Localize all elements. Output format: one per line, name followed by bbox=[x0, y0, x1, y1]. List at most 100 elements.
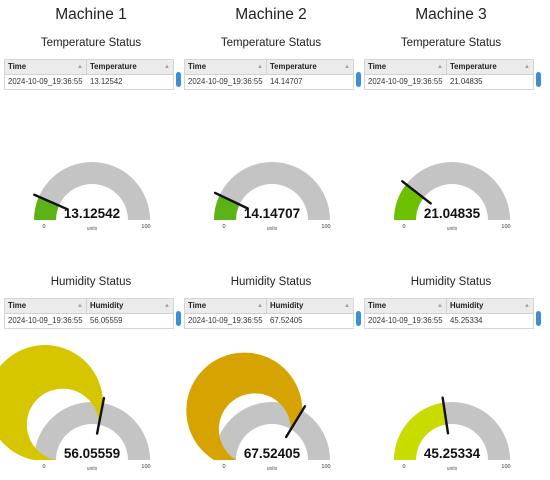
time-column-header[interactable]: Time ▲ bbox=[365, 60, 447, 74]
gauge-needle bbox=[441, 396, 450, 435]
scrollbar-handle[interactable] bbox=[536, 311, 541, 326]
sort-icon: ▲ bbox=[77, 303, 83, 309]
temperature-section-title: Temperature Status bbox=[220, 37, 322, 49]
gauge-value-label: 45.25334 bbox=[424, 446, 481, 461]
gauge-fill bbox=[214, 195, 240, 220]
gauge-max-label: 100 bbox=[321, 224, 330, 230]
scrollbar-handle[interactable] bbox=[536, 72, 541, 87]
gauge-value-label: 13.12542 bbox=[64, 206, 120, 221]
temperature-section-title: Temperature Status bbox=[40, 37, 142, 49]
scrollbar-handle[interactable] bbox=[356, 311, 361, 326]
machine-title: Machine 2 bbox=[235, 6, 307, 23]
gauge-max-label: 100 bbox=[141, 464, 150, 470]
table-row: 2024-10-09_19:36:55 14.14707 bbox=[185, 75, 353, 89]
gauge-needle bbox=[401, 180, 432, 205]
gauge-needle bbox=[95, 396, 106, 435]
machine-title: Machine 3 bbox=[415, 6, 487, 23]
gauge-max-label: 100 bbox=[501, 464, 510, 470]
time-column-header[interactable]: Time ▲ bbox=[365, 299, 447, 313]
time-cell: 2024-10-09_19:36:55 bbox=[8, 316, 83, 325]
time-column-header[interactable]: Time ▲ bbox=[185, 60, 267, 74]
time-cell: 2024-10-09_19:36:55 bbox=[188, 316, 263, 325]
sort-icon: ▲ bbox=[524, 303, 530, 309]
table-header: Time ▲ Temperature ▲ bbox=[185, 60, 353, 75]
humidity-column-header[interactable]: Humidity ▲ bbox=[87, 299, 173, 313]
gauge-track bbox=[214, 162, 330, 220]
time-column-header[interactable]: Time ▲ bbox=[185, 299, 267, 313]
humidity-gauge: 67.52405 0 100 units bbox=[186, 352, 331, 472]
gauge-max-label: 100 bbox=[321, 464, 330, 470]
gauge-unit-label: units bbox=[267, 226, 278, 232]
gauge-min-label: 0 bbox=[222, 224, 225, 230]
time-cell: 2024-10-09_19:36:55 bbox=[188, 77, 263, 86]
gauge-min-label: 0 bbox=[402, 224, 405, 230]
humidity-table: Time ▲ Humidity ▲ 2024-10-09_19:36:55 67.5… bbox=[184, 298, 354, 329]
sort-icon: ▲ bbox=[257, 64, 263, 70]
table-row: 2024-10-09_19:36:55 56.05559 bbox=[5, 314, 173, 328]
table-header: Time ▲ Temperature ▲ bbox=[365, 60, 533, 75]
gauge-min-label: 0 bbox=[42, 224, 45, 230]
gauge-unit-label: units bbox=[447, 466, 458, 472]
gauge-unit-label: units bbox=[267, 466, 278, 472]
table-header: Time ▲ Temperature ▲ bbox=[5, 60, 173, 75]
scrollbar-handle[interactable] bbox=[356, 72, 361, 87]
temperature-column-header[interactable]: Temperature ▲ bbox=[87, 60, 173, 74]
temperature-gauge: 13.12542 0 100 units bbox=[33, 162, 151, 232]
gauge-value-label: 21.04835 bbox=[424, 206, 481, 221]
temperature-cell: 21.04835 bbox=[450, 77, 483, 86]
sort-icon: ▲ bbox=[344, 303, 350, 309]
sort-icon: ▲ bbox=[164, 64, 170, 70]
temperature-column-header[interactable]: Temperature ▲ bbox=[447, 60, 533, 74]
time-cell: 2024-10-09_19:36:55 bbox=[368, 77, 443, 86]
gauge-max-label: 100 bbox=[501, 224, 510, 230]
sort-icon: ▲ bbox=[524, 64, 530, 70]
scrollbar-handle[interactable] bbox=[176, 311, 181, 326]
gauge-needle bbox=[213, 191, 249, 210]
temperature-cell: 13.12542 bbox=[90, 77, 123, 86]
sort-icon: ▲ bbox=[257, 303, 263, 309]
temperature-table: Time ▲ Temperature ▲ 2024-10-09_19:36:55 1… bbox=[184, 59, 354, 90]
humidity-gauge: 56.05559 0 100 units bbox=[0, 345, 151, 472]
humidity-cell: 56.05559 bbox=[90, 316, 123, 325]
humidity-column-header[interactable]: Humidity ▲ bbox=[447, 299, 533, 313]
sort-icon: ▲ bbox=[344, 64, 350, 70]
time-cell: 2024-10-09_19:36:55 bbox=[368, 316, 443, 325]
temperature-table: Time ▲ Temperature ▲ 2024-10-09_19:36:55 1… bbox=[4, 59, 174, 90]
gauge-fill bbox=[186, 352, 303, 460]
sort-icon: ▲ bbox=[164, 303, 170, 309]
temperature-column-header[interactable]: Temperature ▲ bbox=[267, 60, 353, 74]
temperature-section-title: Temperature Status bbox=[400, 37, 502, 49]
gauge-value-label: 67.52405 bbox=[244, 446, 301, 461]
gauge-unit-label: units bbox=[87, 226, 98, 232]
table-header: Time ▲ Humidity ▲ bbox=[185, 299, 353, 314]
humidity-section-title: Humidity Status bbox=[230, 276, 312, 288]
table-row: 2024-10-09_19:36:55 45.25334 bbox=[365, 314, 533, 328]
table-header: Time ▲ Humidity ▲ bbox=[5, 299, 173, 314]
temperature-gauge: 14.14707 0 100 units bbox=[213, 162, 331, 232]
gauge-track bbox=[34, 162, 150, 220]
gauge-fill bbox=[0, 345, 103, 460]
gauge-max-label: 100 bbox=[141, 224, 150, 230]
machine-title: Machine 1 bbox=[55, 6, 127, 23]
humidity-column-header[interactable]: Humidity ▲ bbox=[267, 299, 353, 313]
gauge-min-label: 0 bbox=[222, 464, 225, 470]
table-header: Time ▲ Humidity ▲ bbox=[365, 299, 533, 314]
time-cell: 2024-10-09_19:36:55 bbox=[8, 77, 83, 86]
gauge-track bbox=[394, 162, 510, 220]
gauge-fill bbox=[394, 402, 447, 460]
humidity-gauge: 45.25334 0 100 units bbox=[394, 396, 511, 472]
temperature-cell: 14.14707 bbox=[270, 77, 303, 86]
scrollbar-handle[interactable] bbox=[176, 72, 181, 87]
humidity-table: Time ▲ Humidity ▲ 2024-10-09_19:36:55 56.0… bbox=[4, 298, 174, 329]
table-row: 2024-10-09_19:36:55 67.52405 bbox=[185, 314, 353, 328]
sort-icon: ▲ bbox=[437, 303, 443, 309]
gauge-min-label: 0 bbox=[402, 464, 405, 470]
gauge-track bbox=[214, 402, 330, 460]
gauge-unit-label: units bbox=[87, 466, 98, 472]
gauge-value-label: 14.14707 bbox=[244, 206, 300, 221]
table-row: 2024-10-09_19:36:55 13.12542 bbox=[5, 75, 173, 89]
gauge-fill bbox=[34, 196, 60, 220]
gauge-unit-label: units bbox=[447, 226, 458, 232]
time-column-header[interactable]: Time ▲ bbox=[5, 60, 87, 74]
time-column-header[interactable]: Time ▲ bbox=[5, 299, 87, 313]
